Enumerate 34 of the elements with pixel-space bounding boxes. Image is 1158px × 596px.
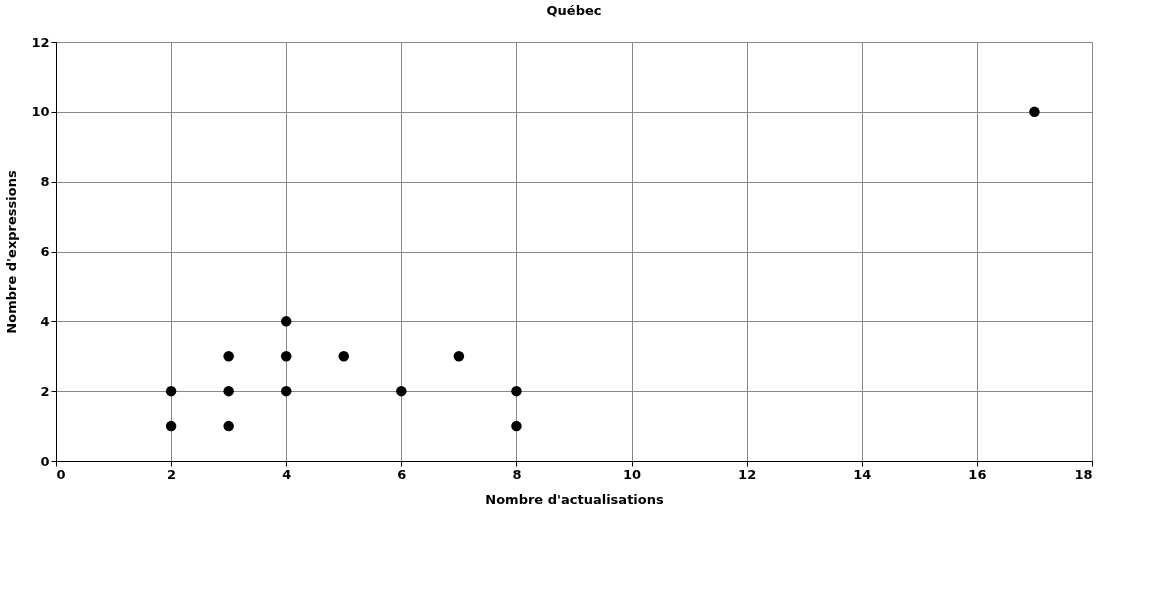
point: [1029, 106, 1040, 118]
x-tick-label: 10: [623, 466, 642, 482]
x-tick-label: 8: [512, 466, 522, 482]
point: [223, 385, 234, 397]
x-tick-label: 0: [56, 466, 66, 482]
y-tick-label: 12: [31, 34, 50, 50]
point: [165, 385, 177, 397]
point: [280, 351, 292, 362]
point: [338, 351, 350, 362]
point: [511, 385, 522, 397]
point: [223, 420, 234, 432]
point: [280, 385, 292, 397]
x-tick-label: 14: [853, 466, 872, 482]
x-tick-label: 18: [1074, 466, 1093, 482]
y-tick-label: 2: [40, 383, 50, 399]
point: [165, 420, 177, 432]
x-tick-label: 2: [167, 466, 177, 482]
x-tick-label: 4: [282, 466, 292, 482]
point: [511, 420, 522, 432]
y-tick-label: 10: [31, 104, 50, 120]
point: [223, 351, 234, 362]
point: [396, 385, 407, 397]
y-axis-title: Nombre d'expressions: [4, 170, 20, 334]
y-tick-label: 6: [40, 244, 50, 259]
x-tick-label: 16: [968, 466, 987, 482]
point: [280, 316, 292, 327]
point: [453, 351, 465, 362]
x-axis-title: Nombre d'actualisations: [485, 491, 664, 507]
y-tick-label: 8: [40, 174, 50, 190]
y-tick-label: 4: [40, 313, 50, 329]
y-tick-label: 0: [40, 453, 50, 469]
chart-title: Québec: [546, 3, 602, 18]
x-tick-label: 6: [397, 466, 407, 482]
x-tick-label: 12: [738, 466, 757, 482]
